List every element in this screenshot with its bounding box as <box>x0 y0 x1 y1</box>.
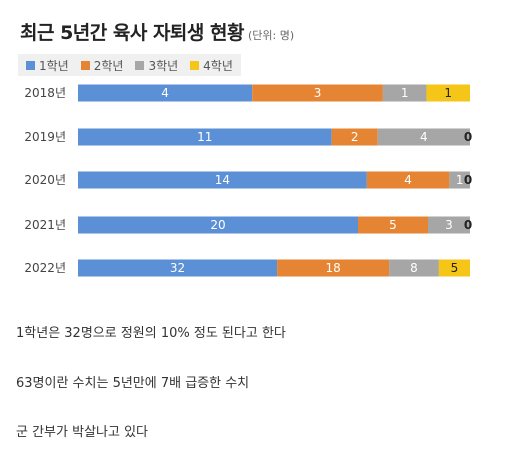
data-label-3-3: 1 <box>456 173 464 187</box>
chart-title: 최근 5년간 육사 자퇴생 현황 <box>20 22 244 44</box>
legend-label-1: 1학년 <box>39 58 69 73</box>
bar-segment-5-4 <box>438 259 470 277</box>
category-label-5: 2022년 <box>24 261 66 275</box>
chart-legend: 1학년 2학년 3학년 4학년 <box>18 54 241 76</box>
legend-item-2: 2학년 <box>80 57 124 74</box>
category-label-4: 2021년 <box>24 218 66 232</box>
chart-title-area: 최근 5년간 육사 자퇴생 현황 (단위: 명) <box>20 18 294 45</box>
bar-segment-3-2 <box>366 171 450 189</box>
legend-label-2: 2학년 <box>93 58 124 73</box>
note-line-1: 1학년은 32명으로 정원의 10% 정도 된다고 한다 <box>16 326 286 341</box>
bar-segment-1-1 <box>78 84 253 102</box>
category-label-1: 2018년 <box>24 86 66 100</box>
bar-segment-1-3 <box>382 84 427 102</box>
legend-label-4: 4학년 <box>203 58 233 73</box>
legend-swatch-3 <box>135 60 145 70</box>
bar-segment-4-3 <box>428 216 470 234</box>
legend-label-3: 3학년 <box>148 58 179 73</box>
data-label-4-4: 0 <box>464 218 472 232</box>
data-label-1-3: 1 <box>401 86 409 100</box>
legend-item-1: 1학년 <box>26 57 69 74</box>
note-line-2: 63명이란 수치는 5년만에 7배 급증한 수치 <box>16 376 250 391</box>
data-label-5-3: 8 <box>410 261 418 275</box>
data-label-3-4: 0 <box>464 173 472 187</box>
legend-swatch-4 <box>190 60 200 70</box>
bar-segment-5-2 <box>277 259 390 277</box>
note-line-3: 군 간부가 박살나고 있다 <box>16 425 148 440</box>
bar-segment-5-1 <box>78 259 278 277</box>
data-label-5-2: 18 <box>325 261 340 275</box>
legend-swatch-1 <box>26 60 35 70</box>
bar-segment-1-4 <box>426 84 470 102</box>
bar-segment-2-3 <box>377 128 470 146</box>
data-label-2-4: 0 <box>464 130 472 144</box>
data-label-3-1: 14 <box>215 173 230 187</box>
legend-swatch-2 <box>80 60 90 70</box>
data-label-4-2: 5 <box>389 218 397 232</box>
data-label-1-1: 4 <box>161 86 169 100</box>
bar-segment-5-3 <box>389 259 439 277</box>
legend-item-4: 4학년 <box>190 57 233 74</box>
data-label-1-2: 3 <box>314 86 322 100</box>
bar-segment-3-3 <box>449 171 470 189</box>
data-label-1-4: 1 <box>444 86 452 100</box>
bar-segment-1-2 <box>252 84 383 102</box>
data-label-4-1: 20 <box>210 218 225 232</box>
data-label-2-3: 4 <box>420 130 428 144</box>
data-label-2-2: 2 <box>351 130 359 144</box>
category-label-3: 2020년 <box>24 173 66 187</box>
data-label-5-1: 32 <box>170 261 185 275</box>
bar-segment-2-1 <box>78 128 332 146</box>
bar-segment-4-1 <box>78 216 358 234</box>
data-label-4-3: 3 <box>445 218 453 232</box>
data-label-2-1: 11 <box>197 130 212 144</box>
legend-item-3: 3학년 <box>135 57 178 74</box>
data-label-5-4: 5 <box>451 261 459 275</box>
chart-unit: (단위: 명) <box>247 29 295 42</box>
category-label-2: 2019년 <box>24 130 66 144</box>
bar-segment-4-2 <box>358 216 428 234</box>
data-label-3-2: 4 <box>404 173 412 187</box>
bar-segment-2-2 <box>331 128 378 146</box>
bar-segment-3-1 <box>78 171 367 189</box>
